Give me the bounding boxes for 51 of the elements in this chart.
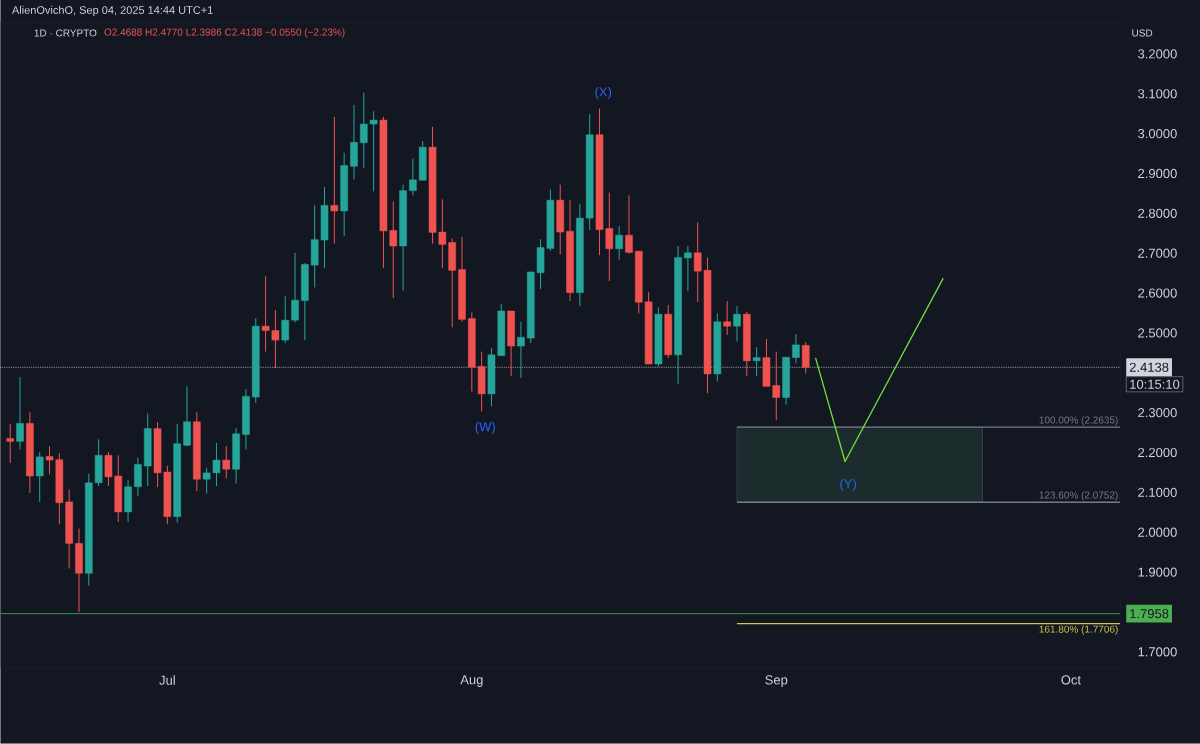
candlestick [222, 445, 231, 480]
candlestick [752, 346, 761, 377]
ref-line-label: 2.4138 [1129, 362, 1169, 372]
series-label: 161.80% (1.7706) [1039, 625, 1118, 635]
series-label: 123.60% (2.0752) [1039, 491, 1118, 501]
candlestick [625, 195, 633, 255]
series-label: 100.00% (2.2635) [1039, 416, 1118, 426]
x-tick-label: Oct [1061, 675, 1081, 685]
x-tick-label: Aug [460, 675, 483, 688]
y-tick-label: 2.1000 [1138, 487, 1177, 498]
text: 1D · CRYPTO [34, 29, 97, 37]
y-tick-label: 2.0000 [1138, 527, 1177, 537]
candlestick [350, 104, 358, 181]
y-tick-label: 2.3000 [1138, 408, 1177, 418]
y-tick-label: 3.0000 [1138, 129, 1177, 139]
candlestick [684, 245, 692, 292]
candlestick [792, 333, 800, 364]
x-tick-label: Sep [765, 675, 788, 688]
y-tick-label: 3.2000 [1138, 49, 1177, 59]
candlestick [733, 305, 741, 343]
candlestick [330, 116, 339, 245]
text: 10:15:10 [1130, 379, 1180, 389]
candlestick [6, 423, 15, 464]
candlestick [16, 376, 24, 450]
x-tick-label: Jul [159, 675, 175, 685]
text: USD [1132, 29, 1153, 37]
annotation: (Y) [840, 478, 856, 492]
y-tick-label: 2.5000 [1138, 328, 1177, 338]
y-tick-label: 2.6000 [1138, 288, 1177, 298]
ref-line-label: 1.7958 [1130, 609, 1169, 619]
candlestick [35, 451, 44, 503]
y-tick-label: 2.8000 [1138, 208, 1177, 219]
candlestick [615, 225, 623, 261]
y-tick-label: 1.9000 [1138, 567, 1177, 577]
y-tick-label: 2.2000 [1138, 448, 1177, 458]
y-tick-label: 3.1000 [1138, 89, 1177, 99]
y-tick-label: 2.7000 [1138, 248, 1177, 258]
text: AlienOvichO, Sep 04, 2025 14:44 UTC+1 [11, 5, 213, 17]
y-tick-label: 2.9000 [1138, 168, 1177, 179]
text: O2.4688 H2.4770 L2.3986 C2.4138 −0.0550 (−2.23%) [104, 28, 345, 38]
annotation: (W) [475, 421, 495, 435]
y-tick-label: 1.7000 [1138, 647, 1177, 657]
candlestick [134, 457, 142, 497]
candlestick [409, 158, 417, 197]
candlestick [291, 252, 299, 324]
candlestick [183, 385, 191, 447]
annotation: (X) [595, 87, 612, 100]
candlestick [801, 341, 810, 374]
candlestick [281, 295, 290, 344]
candlestick [723, 300, 731, 336]
candlestick [517, 321, 525, 379]
